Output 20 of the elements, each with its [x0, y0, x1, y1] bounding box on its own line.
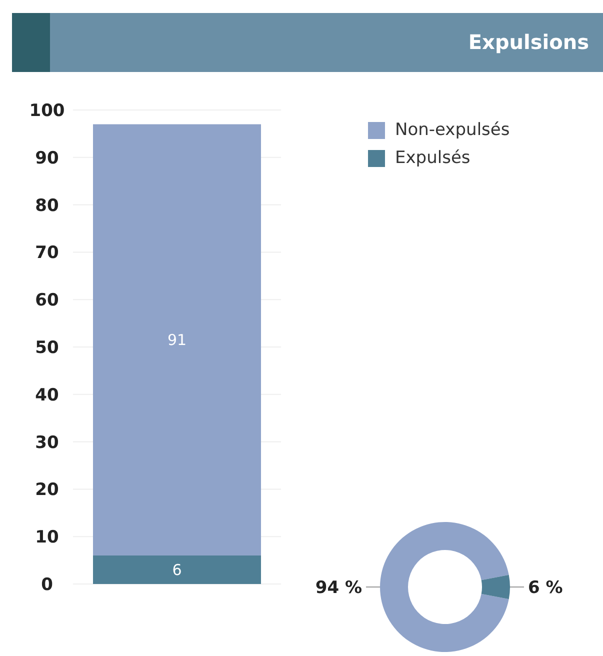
data-label: 94 % — [315, 578, 362, 598]
y-tick-label: 70 — [35, 243, 59, 264]
chart-title: Expulsions — [468, 30, 589, 54]
y-tick-label: 80 — [35, 196, 59, 216]
y-tick-label: 30 — [35, 432, 59, 453]
y-tick-label: 40 — [35, 385, 59, 406]
legend-label: Expulsés — [395, 148, 470, 168]
data-label: 6 — [172, 561, 182, 580]
y-tick-label: 100 — [29, 101, 65, 122]
y-tick-label: 90 — [35, 148, 59, 168]
legend-label: Non-expulsés — [395, 120, 510, 140]
y-tick-label: 10 — [35, 528, 59, 548]
data-label: 6 % — [528, 578, 563, 598]
y-tick-label: 0 — [41, 575, 54, 596]
y-tick-label: 60 — [35, 290, 59, 311]
donut-slice — [380, 522, 509, 652]
y-tick-label: 20 — [35, 480, 59, 500]
donut-slice — [481, 574, 510, 600]
data-label: 91 — [167, 331, 187, 350]
y-tick-label: 50 — [35, 338, 59, 358]
